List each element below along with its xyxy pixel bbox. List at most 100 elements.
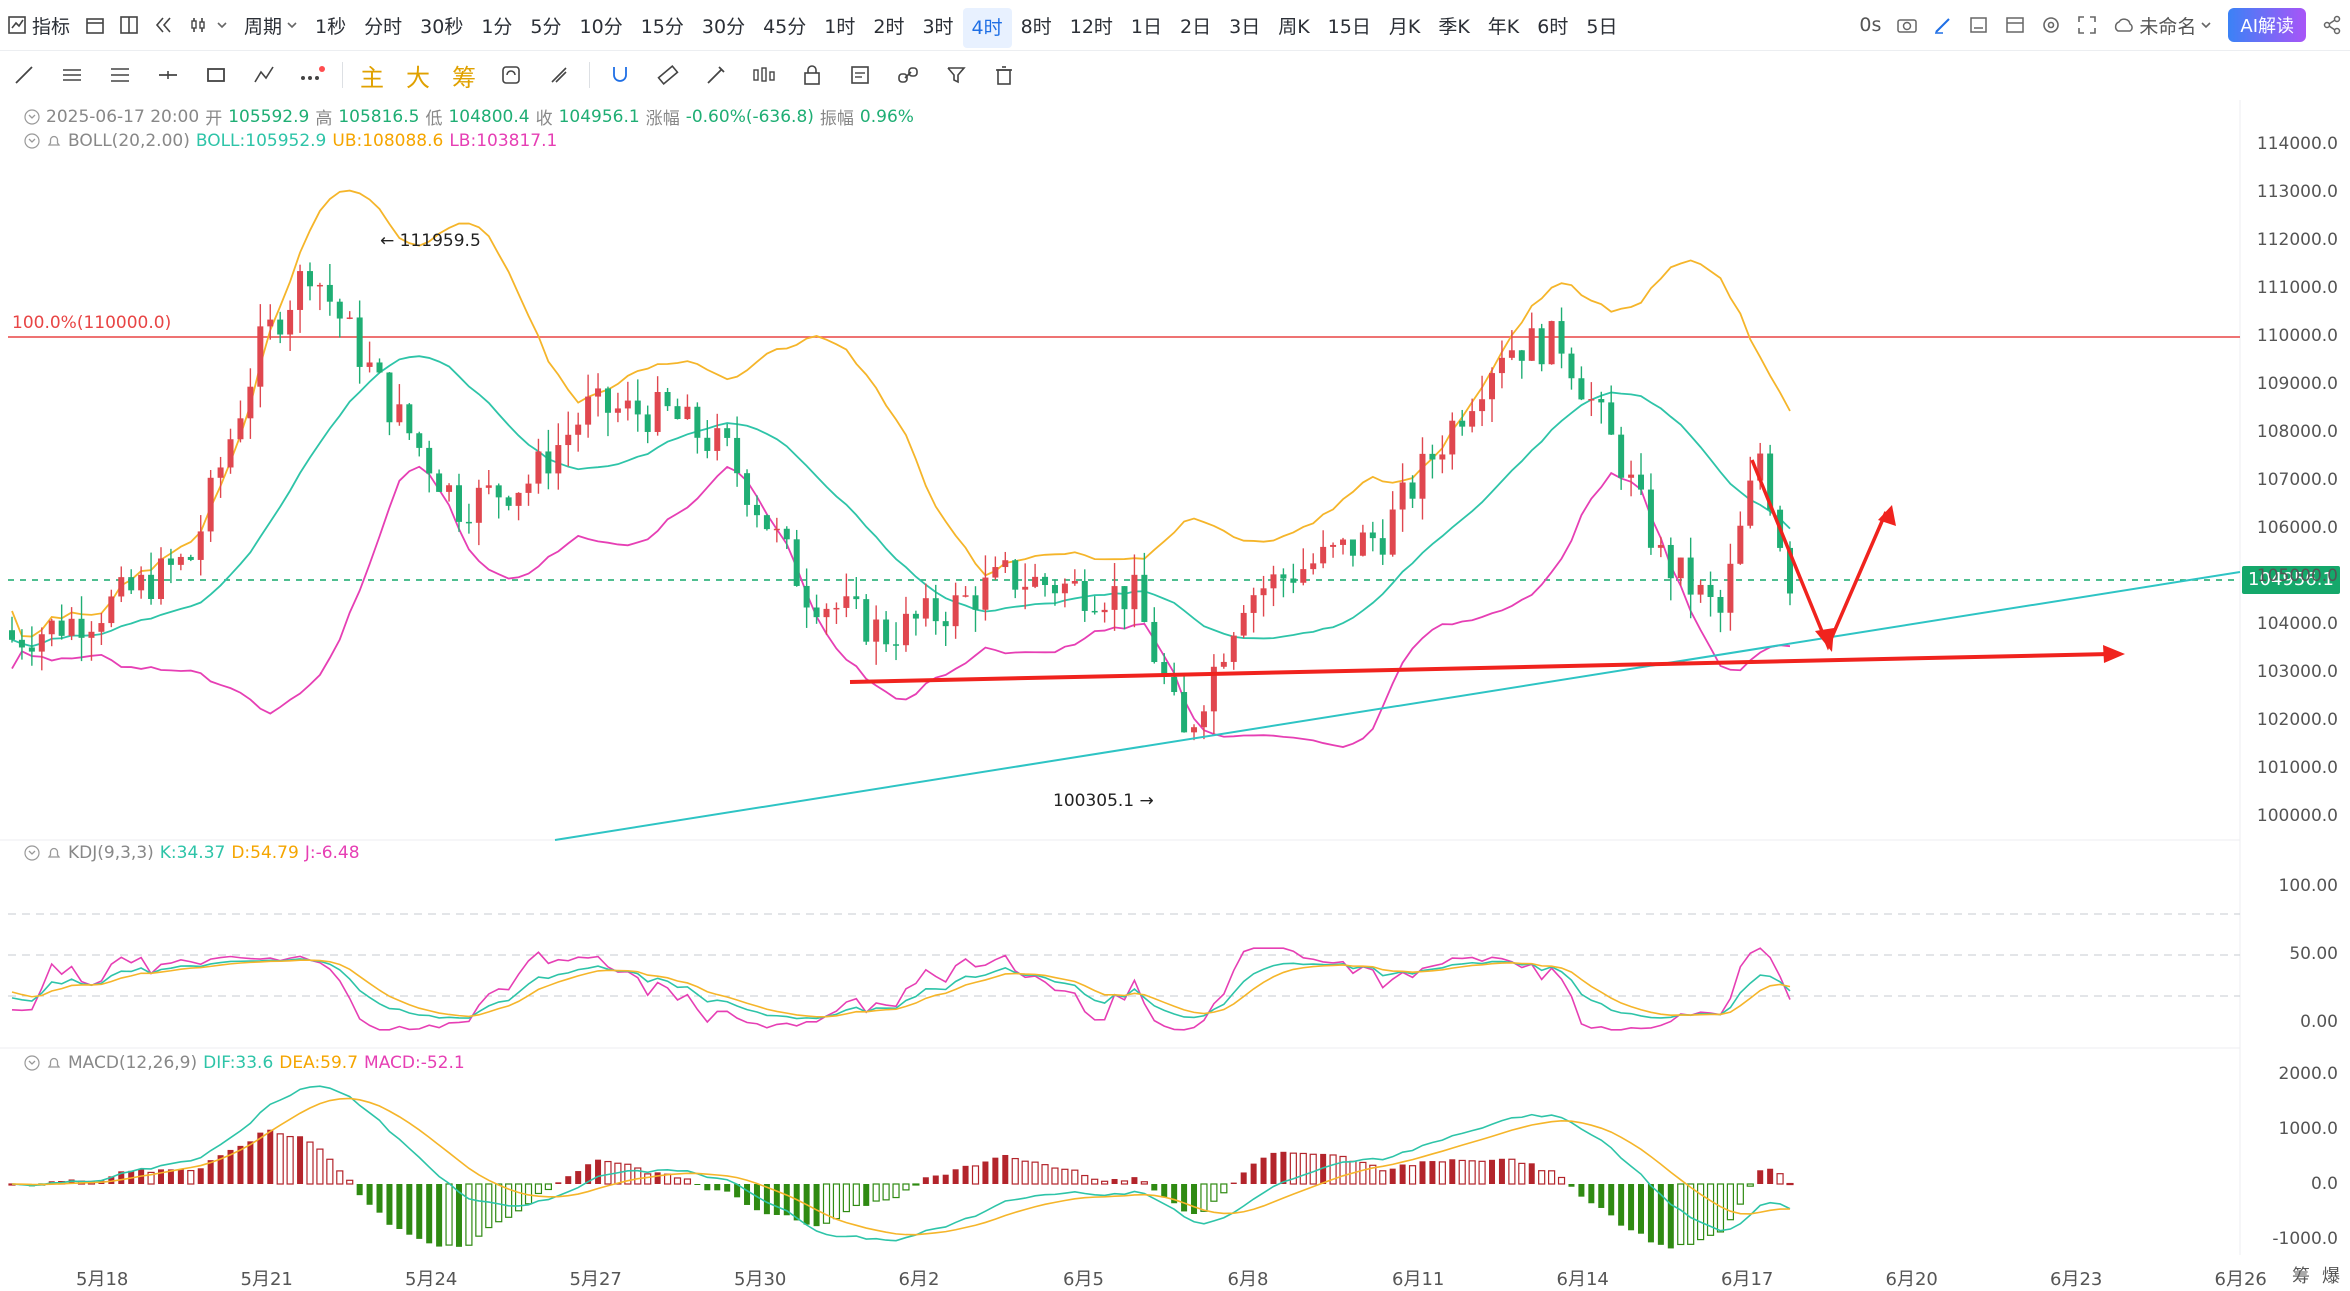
pattern-tool[interactable] (240, 52, 288, 98)
period-12[interactable]: 4时 (962, 7, 1012, 48)
bell-icon[interactable] (46, 1055, 62, 1071)
period-2[interactable]: 30秒 (420, 15, 464, 38)
more-tools[interactable] (288, 52, 336, 98)
period-3[interactable]: 1分 (481, 15, 513, 38)
macd-bar (1647, 1184, 1654, 1243)
period-13[interactable]: 8时 (1020, 15, 1052, 38)
kdj-k: K:34.37 (159, 843, 226, 863)
replay-mode-button[interactable] (1961, 0, 1997, 50)
brush-tool[interactable] (535, 52, 583, 98)
period-23[interactable]: 6时 (1537, 15, 1569, 38)
ruler-tool[interactable] (644, 52, 692, 98)
period-11[interactable]: 3时 (922, 15, 954, 38)
period-16[interactable]: 2日 (1180, 15, 1212, 38)
candle-body (843, 596, 850, 608)
macd-bar (366, 1184, 373, 1205)
rectangle-tool[interactable] (192, 52, 240, 98)
period-list: 1秒 分时 30秒 1分 5分 10分 15分 30分 45分 1时 2时 3时 4时 8时 12时 1日 2日… (306, 0, 1626, 50)
sync-tool[interactable] (487, 52, 535, 98)
open-value: 105592.9 (228, 106, 310, 127)
candle-tool[interactable] (740, 52, 788, 98)
indicator-button[interactable]: 指标 (0, 0, 78, 50)
period-18[interactable]: 周K (1278, 15, 1310, 38)
ai-interpret-button[interactable]: AI解读 (2228, 8, 2306, 42)
chip-distribution-button[interactable]: 筹 (2292, 1266, 2310, 1287)
draw-button[interactable] (1925, 0, 1961, 50)
period-6[interactable]: 15分 (640, 15, 684, 38)
period-8[interactable]: 45分 (763, 15, 807, 38)
delete-tool[interactable] (980, 52, 1028, 98)
period-9[interactable]: 1时 (824, 15, 856, 38)
fullscreen-button[interactable] (2069, 0, 2105, 50)
kdj-legend: KDJ(9,3,3) K:34.37 D:54.79 J:-6.48 (24, 843, 360, 863)
macd-bar (992, 1157, 999, 1184)
chevron-collapse-icon[interactable] (24, 133, 40, 149)
settings-button[interactable] (2033, 0, 2069, 50)
candle-body (614, 408, 621, 413)
note-tool[interactable] (836, 52, 884, 98)
macd-bar (822, 1183, 831, 1224)
period-4[interactable]: 5分 (530, 15, 562, 38)
period-22[interactable]: 年K (1487, 15, 1520, 38)
camera-button[interactable] (1889, 0, 1925, 50)
period-5[interactable]: 10分 (579, 15, 623, 38)
period-0[interactable]: 1秒 (315, 15, 347, 38)
calendar-button[interactable] (78, 0, 112, 50)
close-value: 104956.1 (558, 106, 640, 127)
period-10[interactable]: 2时 (873, 15, 905, 38)
candle-body (515, 492, 522, 506)
macd-bar (1151, 1184, 1158, 1191)
macd-bar (207, 1160, 214, 1184)
period-24[interactable]: 5日 (1586, 15, 1618, 38)
period-1[interactable]: 分时 (364, 15, 403, 38)
period-7[interactable]: 30分 (701, 15, 746, 38)
chevron-collapse-icon[interactable] (24, 845, 40, 861)
layout-name-menu[interactable]: 未命名 (2105, 0, 2220, 50)
ascending-trendline[interactable] (554, 571, 2241, 841)
boll-ub: UB:108088.6 (332, 131, 444, 151)
replay-button[interactable] (146, 0, 182, 50)
magnet-tool[interactable] (596, 52, 644, 98)
period-17[interactable]: 3日 (1229, 15, 1261, 38)
share-button[interactable] (2314, 0, 2350, 50)
macd-axis-label-1: 1000.0 (2278, 1119, 2338, 1139)
chart-type-button[interactable] (182, 0, 236, 50)
filter-tool[interactable] (932, 52, 980, 98)
support-ray[interactable] (849, 652, 2111, 684)
parallel-tool[interactable] (48, 52, 96, 98)
chevron-collapse-icon[interactable] (24, 1055, 40, 1071)
pen-tool[interactable] (692, 52, 740, 98)
layout-button[interactable] (112, 0, 146, 50)
liquidation-button[interactable]: 爆 (2322, 1266, 2340, 1287)
trendline-tool[interactable] (0, 52, 48, 98)
candle-body (1657, 544, 1664, 548)
hline-tool[interactable] (144, 52, 192, 98)
period-15[interactable]: 1日 (1130, 15, 1163, 38)
candle-body (58, 620, 65, 636)
macd-bar (1548, 1170, 1556, 1185)
big-order-toggle[interactable]: 大 (406, 63, 430, 92)
period-20[interactable]: 月K (1388, 15, 1421, 38)
macd-bar (1299, 1152, 1307, 1185)
macd-bar (813, 1184, 820, 1227)
candle-body (1489, 373, 1496, 400)
bell-icon[interactable] (46, 133, 62, 149)
period-21[interactable]: 季K (1438, 15, 1470, 38)
chevron-collapse-icon[interactable] (24, 108, 40, 125)
fib-label[interactable]: 100.0%(110000.0) (12, 313, 172, 333)
bell-icon[interactable] (46, 845, 62, 861)
period-menu[interactable]: 周期 (236, 0, 306, 50)
macd-bar (445, 1183, 453, 1246)
candle-body (1558, 321, 1565, 354)
period-19[interactable]: 15日 (1327, 15, 1371, 38)
lock-tool[interactable] (788, 52, 836, 98)
link-tool[interactable] (884, 52, 932, 98)
chip-toggle[interactable]: 筹 (452, 63, 476, 92)
data-panel-button[interactable] (1997, 0, 2033, 50)
fib-tool[interactable] (96, 52, 144, 98)
period-14[interactable]: 12时 (1069, 15, 1113, 38)
main-chart-toggle[interactable]: 主 (360, 63, 384, 92)
macd-bar (247, 1141, 254, 1184)
macd-bar (634, 1167, 642, 1185)
